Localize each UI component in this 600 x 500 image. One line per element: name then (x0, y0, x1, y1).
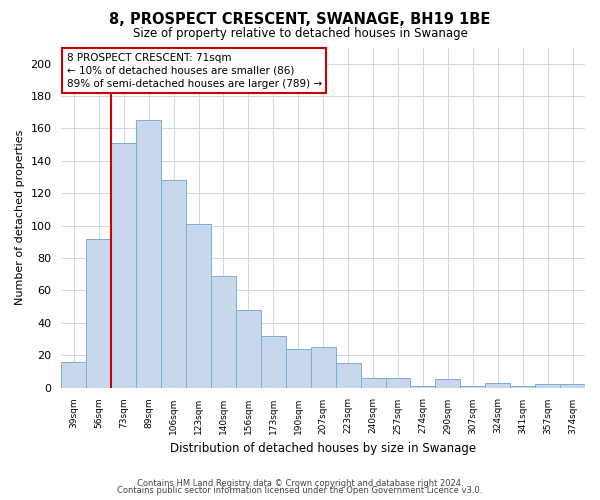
X-axis label: Distribution of detached houses by size in Swanage: Distribution of detached houses by size … (170, 442, 476, 455)
Bar (111, 143, 136, 388)
Bar (436, 380, 460, 388)
Bar (61, 362, 86, 388)
Bar (560, 384, 585, 388)
Bar (386, 378, 410, 388)
Bar (485, 382, 510, 388)
Bar (161, 180, 186, 388)
Bar (361, 378, 386, 388)
Bar (311, 347, 335, 388)
Bar (186, 224, 211, 388)
Bar (460, 386, 485, 388)
Bar (211, 276, 236, 388)
Text: Contains HM Land Registry data © Crown copyright and database right 2024.: Contains HM Land Registry data © Crown c… (137, 478, 463, 488)
Bar (86, 238, 111, 388)
Bar (535, 384, 560, 388)
Text: 8, PROSPECT CRESCENT, SWANAGE, BH19 1BE: 8, PROSPECT CRESCENT, SWANAGE, BH19 1BE (109, 12, 491, 28)
Text: Size of property relative to detached houses in Swanage: Size of property relative to detached ho… (133, 28, 467, 40)
Bar (261, 336, 286, 388)
Bar (136, 120, 161, 388)
Text: Contains public sector information licensed under the Open Government Licence v3: Contains public sector information licen… (118, 486, 482, 495)
Bar (510, 386, 535, 388)
Y-axis label: Number of detached properties: Number of detached properties (15, 130, 25, 305)
Bar (236, 310, 261, 388)
Bar (335, 364, 361, 388)
Text: 8 PROSPECT CRESCENT: 71sqm
← 10% of detached houses are smaller (86)
89% of semi: 8 PROSPECT CRESCENT: 71sqm ← 10% of deta… (67, 52, 322, 89)
Bar (286, 348, 311, 388)
Bar (410, 386, 436, 388)
